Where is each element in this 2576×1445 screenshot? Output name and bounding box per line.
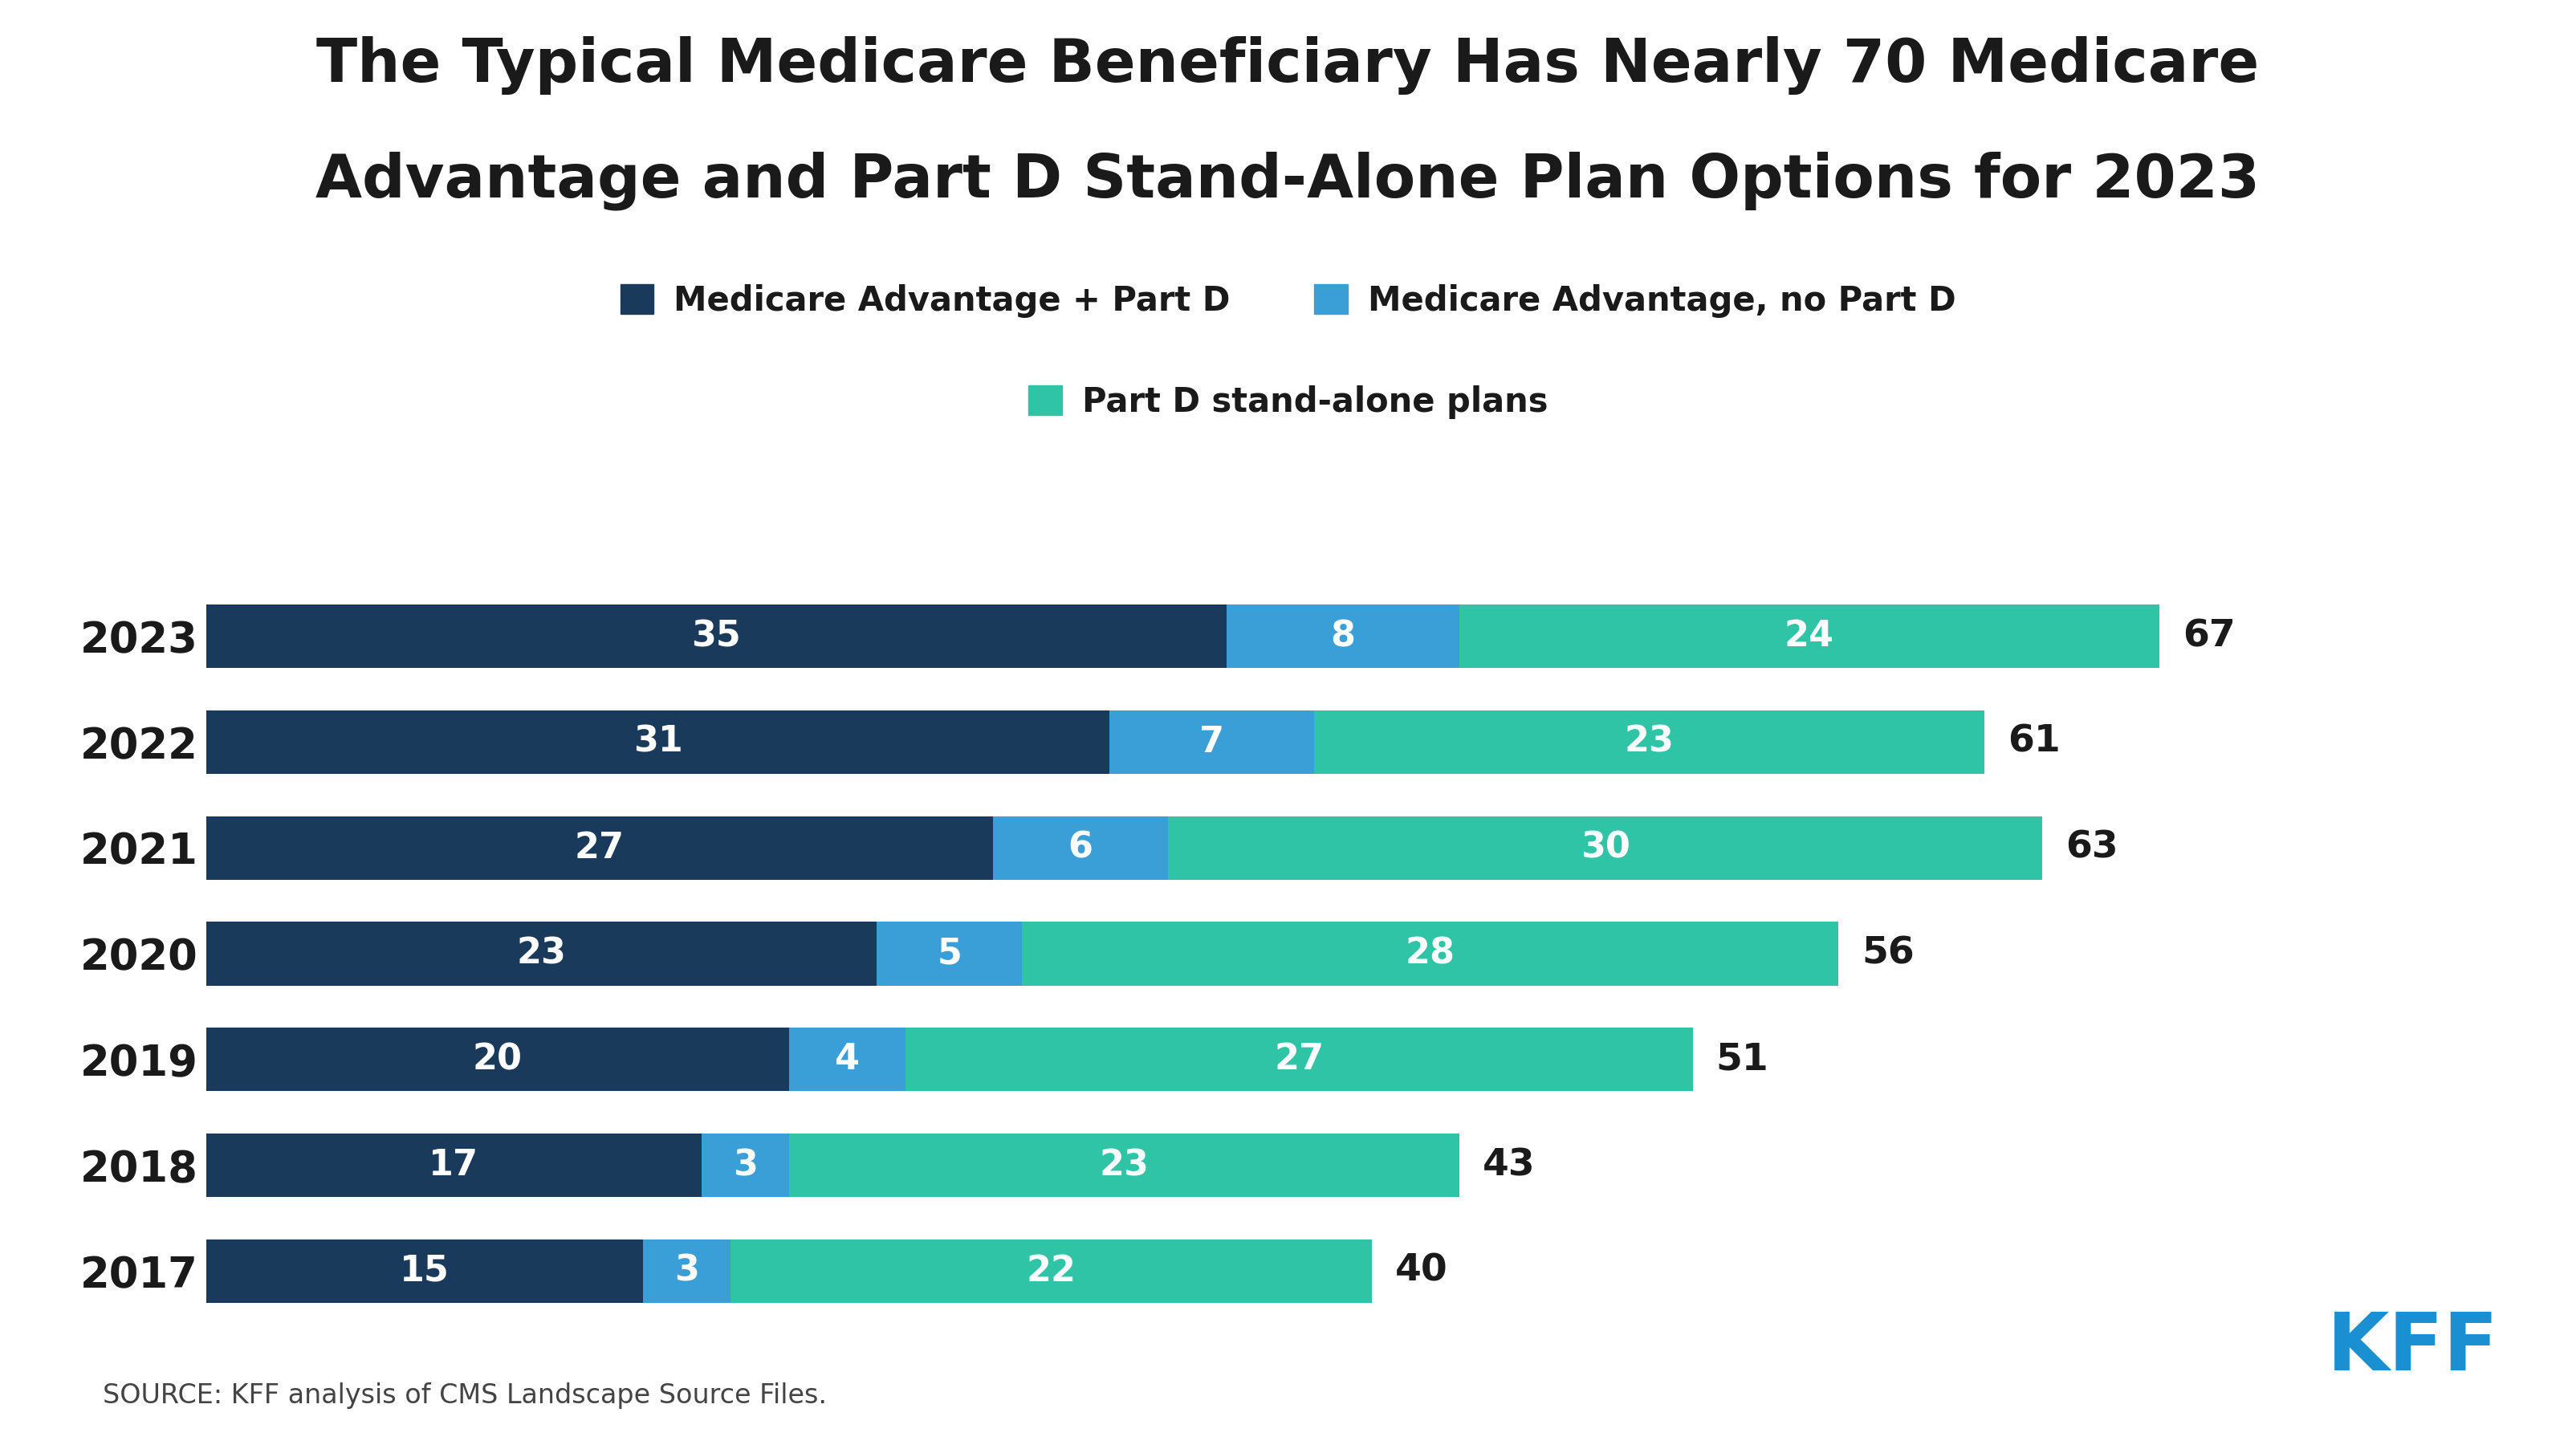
Bar <box>1461 604 2159 668</box>
Text: 3: 3 <box>734 1149 757 1182</box>
Text: 3: 3 <box>675 1254 701 1289</box>
Text: 4: 4 <box>835 1042 860 1077</box>
Bar <box>701 1134 788 1196</box>
Text: KFF: KFF <box>2326 1309 2499 1387</box>
Bar <box>732 1240 1373 1303</box>
Text: 51: 51 <box>1716 1042 1770 1078</box>
Legend: Medicare Advantage + Part D, Medicare Advantage, no Part D: Medicare Advantage + Part D, Medicare Ad… <box>621 285 1955 318</box>
Text: 67: 67 <box>2182 618 2236 655</box>
Bar <box>1110 711 1314 773</box>
Bar <box>907 1027 1692 1091</box>
Text: 35: 35 <box>690 618 742 653</box>
Text: 40: 40 <box>1396 1253 1448 1289</box>
Text: 22: 22 <box>1025 1254 1077 1289</box>
Bar <box>788 1027 907 1091</box>
Text: 7: 7 <box>1200 725 1224 759</box>
Text: 23: 23 <box>515 936 567 971</box>
Bar <box>876 922 1023 985</box>
Legend: Part D stand-alone plans: Part D stand-alone plans <box>1028 386 1548 419</box>
Text: 23: 23 <box>1623 725 1674 759</box>
Text: 27: 27 <box>1275 1042 1324 1077</box>
Bar <box>644 1240 732 1303</box>
Text: 15: 15 <box>399 1254 451 1289</box>
Text: 27: 27 <box>574 831 623 866</box>
Text: 5: 5 <box>938 936 961 971</box>
Text: Advantage and Part D Stand-Alone Plan Options for 2023: Advantage and Part D Stand-Alone Plan Op… <box>317 152 2259 211</box>
Text: 6: 6 <box>1069 831 1092 866</box>
Text: 8: 8 <box>1329 618 1355 653</box>
Bar <box>206 1240 644 1303</box>
Bar <box>1226 604 1461 668</box>
Bar <box>206 604 1226 668</box>
Text: 20: 20 <box>471 1042 523 1077</box>
Bar <box>1314 711 1984 773</box>
Text: 63: 63 <box>2066 829 2117 866</box>
Bar <box>206 1134 701 1196</box>
Text: 23: 23 <box>1100 1149 1149 1182</box>
Text: 30: 30 <box>1582 831 1631 866</box>
Bar <box>206 816 994 880</box>
Text: 17: 17 <box>430 1149 479 1182</box>
Text: The Typical Medicare Beneficiary Has Nearly 70 Medicare: The Typical Medicare Beneficiary Has Nea… <box>317 36 2259 95</box>
Bar <box>1167 816 2043 880</box>
Text: 43: 43 <box>1484 1147 1535 1183</box>
Bar <box>994 816 1167 880</box>
Text: 31: 31 <box>634 725 683 759</box>
Text: SOURCE: KFF analysis of CMS Landscape Source Files.: SOURCE: KFF analysis of CMS Landscape So… <box>103 1383 827 1409</box>
Bar <box>206 922 876 985</box>
Bar <box>788 1134 1461 1196</box>
Bar <box>206 711 1110 773</box>
Bar <box>1023 922 1839 985</box>
Text: 28: 28 <box>1406 936 1455 971</box>
Bar <box>206 1027 788 1091</box>
Text: 61: 61 <box>2007 724 2061 760</box>
Text: 24: 24 <box>1785 618 1834 653</box>
Text: 56: 56 <box>1862 936 1914 971</box>
